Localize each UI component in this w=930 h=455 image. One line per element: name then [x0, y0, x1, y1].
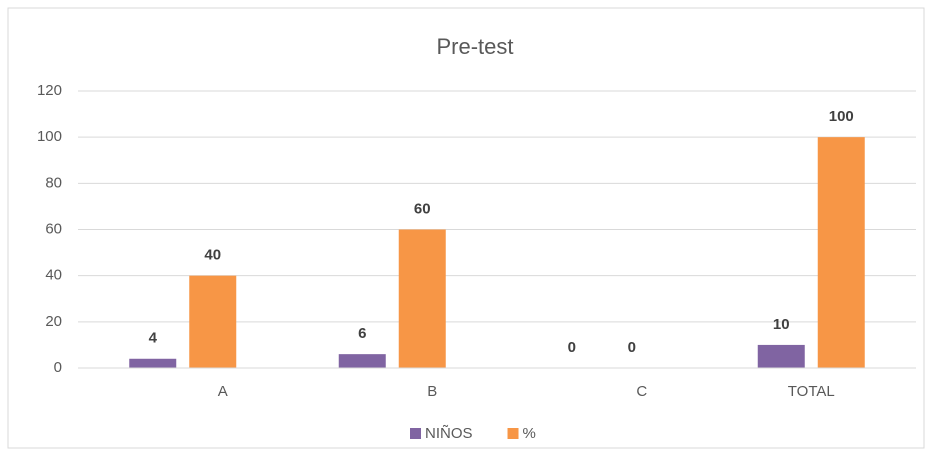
data-label: 6 [358, 325, 366, 342]
y-tick-label: 20 [45, 313, 62, 330]
bar [757, 344, 805, 368]
y-tick-label: 80 [45, 174, 62, 191]
bar [398, 229, 446, 368]
legend-label: NIÑOS [425, 425, 473, 442]
x-tick-label: C [636, 383, 647, 400]
y-tick-label: 100 [37, 128, 62, 145]
legend-swatch [410, 428, 421, 439]
y-tick-label: 0 [54, 359, 62, 376]
y-tick-label: 120 [37, 82, 62, 99]
chart-title: Pre-test [436, 34, 513, 59]
bar [129, 358, 177, 368]
y-tick-label: 60 [45, 220, 62, 237]
x-tick-label: TOTAL [788, 383, 835, 400]
x-tick-label: A [218, 383, 228, 400]
y-tick-label: 40 [45, 267, 62, 284]
bar [189, 275, 237, 368]
x-tick-label: B [427, 383, 437, 400]
legend-label: % [523, 425, 536, 442]
data-label: 4 [149, 330, 158, 347]
data-label: 10 [773, 316, 790, 333]
data-label: 40 [204, 247, 221, 264]
legend-swatch [507, 428, 519, 439]
data-label: 100 [829, 108, 854, 125]
data-label: 0 [628, 339, 636, 356]
data-label: 60 [414, 200, 431, 217]
bar [817, 137, 865, 368]
chart-frame [7, 7, 925, 449]
data-label: 0 [568, 339, 576, 356]
bar [338, 354, 386, 368]
